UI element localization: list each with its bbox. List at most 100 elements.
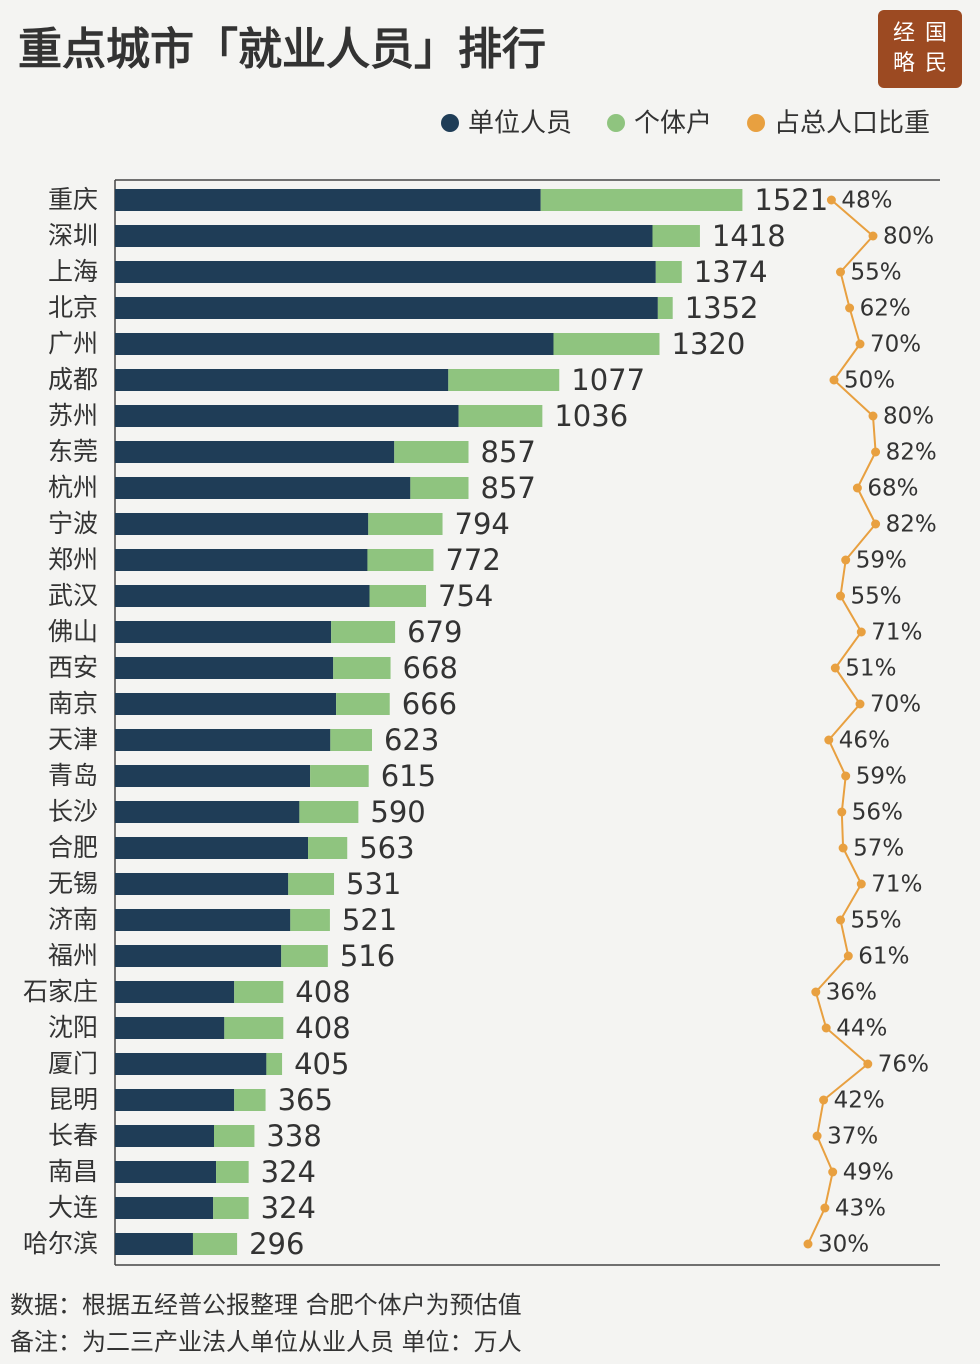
total-label: 615 [381, 759, 436, 793]
ratio-dot [841, 771, 851, 781]
y-tick-label: 重庆 [48, 185, 98, 214]
bar-segment [115, 1125, 214, 1147]
bar-segment [290, 909, 330, 931]
y-tick-label: 青岛 [48, 761, 98, 790]
chart-title: 重点城市「就业人员」排行 [18, 24, 546, 75]
ratio-dot [820, 1203, 830, 1213]
total-label: 324 [261, 1191, 316, 1225]
ratio-dot [826, 195, 836, 205]
logo-box [878, 10, 962, 88]
bar-segment [368, 513, 443, 535]
y-tick-label: 哈尔滨 [23, 1229, 98, 1258]
bar-segment [115, 1161, 217, 1183]
y-tick-label: 无锡 [48, 869, 98, 898]
bar-segment [115, 1197, 214, 1219]
total-label: 1352 [685, 291, 759, 325]
ratio-dot [828, 1167, 838, 1177]
y-tick-label: 深圳 [48, 221, 98, 250]
ratio-dot [868, 231, 878, 241]
y-tick-label: 合肥 [48, 833, 98, 862]
ratio-dot [830, 663, 840, 673]
y-tick-label: 郑州 [48, 545, 98, 574]
total-label: 754 [438, 579, 493, 613]
ratio-label: 56% [852, 800, 903, 826]
ratio-label: 48% [841, 188, 892, 214]
bar-segment [115, 981, 235, 1003]
bar-segment [394, 441, 469, 463]
bar-segment [655, 261, 682, 283]
ratio-label: 59% [856, 548, 907, 574]
bar-segment [115, 225, 653, 247]
ratio-label: 37% [827, 1124, 878, 1150]
ratio-dot [868, 411, 878, 421]
y-tick-label: 佛山 [48, 617, 98, 646]
ratio-label: 59% [856, 764, 907, 790]
total-label: 405 [294, 1047, 349, 1081]
bar-segment [115, 441, 395, 463]
ratio-label: 55% [851, 260, 902, 286]
ratio-label: 46% [839, 728, 890, 754]
y-tick-label: 杭州 [48, 473, 98, 502]
bar-segment [448, 369, 560, 391]
total-label: 857 [481, 471, 536, 505]
bar-segment [652, 225, 700, 247]
ratio-label: 71% [871, 872, 922, 898]
ratio-label: 82% [886, 440, 937, 466]
bar-segment [115, 549, 368, 571]
total-label: 857 [481, 435, 536, 469]
total-label: 408 [295, 975, 350, 1009]
ratio-dot [843, 951, 853, 961]
bar-segment [115, 1233, 193, 1255]
y-tick-label: 沈阳 [48, 1013, 98, 1042]
total-label: 590 [370, 795, 425, 829]
ratio-label: 50% [844, 368, 895, 394]
total-label: 408 [295, 1011, 350, 1045]
ratio-dot [856, 627, 866, 637]
y-tick-label: 苏州 [48, 401, 98, 430]
ratio-dot [836, 591, 845, 601]
bar-segment [115, 1017, 225, 1039]
ratio-dot [855, 699, 865, 709]
y-tick-label: 天津 [48, 725, 98, 754]
bar-segment [115, 477, 411, 499]
bar-segment [115, 945, 282, 967]
ratio-label: 36% [826, 980, 877, 1006]
ratio-dot [841, 555, 851, 565]
ratio-label: 62% [860, 296, 911, 322]
logo-text: 民 [925, 51, 947, 76]
bar-segment [115, 909, 291, 931]
bar-segment [213, 1197, 249, 1219]
ratio-label: 71% [871, 620, 922, 646]
bar-segment [115, 657, 334, 679]
bar-segment [330, 729, 372, 751]
bar-segment [115, 261, 656, 283]
y-tick-label: 长春 [48, 1121, 98, 1150]
ratio-dot [845, 303, 855, 313]
total-label: 516 [340, 939, 395, 973]
ratio-dot [829, 375, 839, 385]
total-label: 1521 [754, 183, 828, 217]
bar-segment [115, 405, 459, 427]
bar-segment [214, 1125, 255, 1147]
total-label: 296 [249, 1227, 304, 1261]
y-tick-label: 成都 [48, 365, 98, 394]
total-label: 1418 [712, 219, 786, 253]
bar-segment [369, 585, 427, 607]
ratio-dot [871, 519, 881, 529]
ratio-label: 61% [858, 944, 909, 970]
total-label: 1036 [554, 399, 628, 433]
y-tick-label: 福州 [48, 941, 98, 970]
legend-marker [441, 114, 459, 132]
bar-segment [115, 333, 554, 355]
y-tick-label: 北京 [48, 293, 98, 322]
ratio-line [807, 199, 877, 1245]
total-label: 338 [266, 1119, 321, 1153]
legend-label: 个体户 [634, 109, 712, 139]
bar-segment [657, 297, 673, 319]
ratio-label: 80% [883, 224, 934, 250]
total-label: 666 [402, 687, 457, 721]
bar-segment [216, 1161, 249, 1183]
total-label: 772 [445, 543, 500, 577]
bar-segment [115, 513, 369, 535]
